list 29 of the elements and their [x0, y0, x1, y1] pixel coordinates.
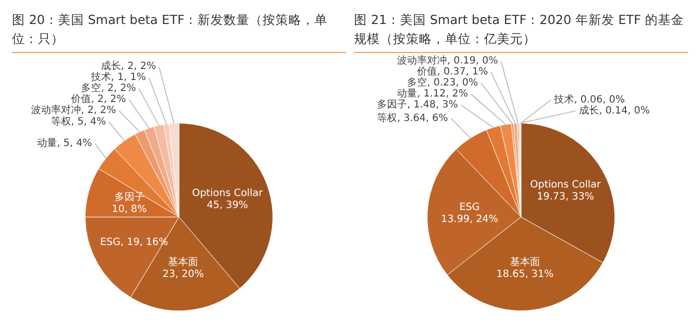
data-label: 45, 39% [206, 200, 248, 211]
slice-label: 技术, 1, 1% [90, 71, 146, 84]
slice-label: 价值, 0.37, 1% [416, 66, 488, 78]
slice-label: 成长, 0.14, 0% [579, 104, 650, 116]
slice-label: 等权, 5, 4% [51, 115, 106, 128]
data-label: 19.73, 33% [536, 191, 594, 202]
chart-title: 图 21：美国 Smart beta ETF：2020 年新发 ETF 的基金规模（按策略，单位：亿美元） [353, 11, 685, 48]
data-label: 18.65, 31% [496, 268, 554, 280]
slice-label: ESG [459, 202, 480, 213]
slice-label: 等权, 3.64, 6% [377, 112, 448, 124]
slice-label: 动量, 5, 4% [37, 138, 92, 150]
slice-label: Options Collar [192, 188, 264, 199]
slice-label: 多因子 [114, 190, 144, 203]
slice-label: 多因子, 1.48, 3% [377, 98, 458, 111]
data-label: 10, 8% [112, 204, 147, 215]
slice-label: 动量, 1.12, 2% [397, 88, 468, 100]
slice-label: 成长, 2, 2% [101, 60, 156, 72]
slice-label: 多空, 2, 2% [81, 82, 136, 94]
data-label: 13.99, 24% [440, 214, 498, 225]
data-label: 23, 20% [162, 268, 204, 280]
slice-label: 基本面 [510, 256, 540, 268]
slice-label: 技术, 0.06, 0% [553, 93, 625, 106]
slice-label: 价值, 2, 2% [70, 93, 126, 106]
slice-label: 基本面 [168, 256, 198, 268]
slice-label: 多空, 0.23, 0% [407, 76, 478, 89]
slice-label: Options Collar [530, 179, 602, 190]
slice-label: 波动率对冲, 2, 2% [31, 104, 116, 116]
slice-label: 波动率对冲, 0.19, 0% [397, 54, 498, 67]
chart-title: 图 20：美国 Smart beta ETF：新发数量（按策略，单位：只） [11, 11, 329, 48]
